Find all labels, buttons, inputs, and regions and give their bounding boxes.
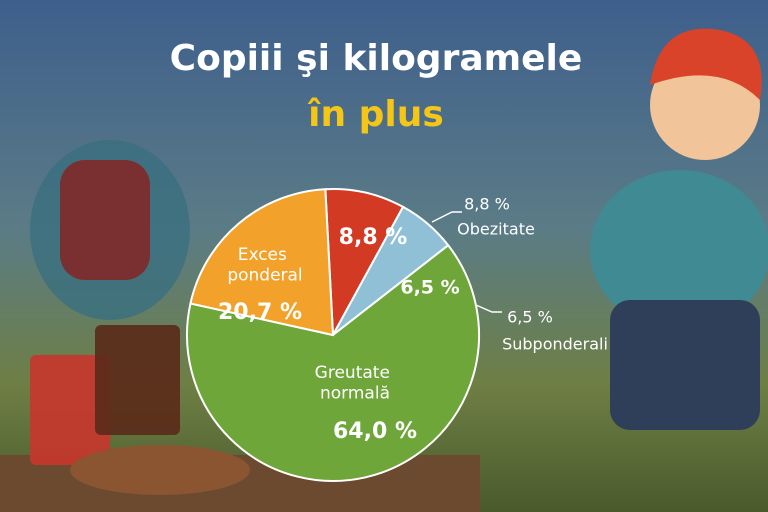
slice-value-label: 8,8 % bbox=[339, 225, 408, 250]
outside-category-label: Obezitate bbox=[457, 220, 535, 239]
title: în plus bbox=[307, 94, 444, 135]
leader-line bbox=[431, 211, 462, 223]
slice-category-label: Greutate normală bbox=[315, 363, 396, 403]
title: Copiii şi kilogramele bbox=[170, 38, 583, 79]
slice-category-label: Exces ponderal bbox=[227, 245, 302, 285]
pie-slice bbox=[324, 188, 405, 339]
outside-value-label: 6,5 % bbox=[507, 308, 553, 327]
pie-slice bbox=[189, 188, 335, 337]
backpack bbox=[60, 160, 150, 280]
drink bbox=[95, 325, 180, 435]
pie-slice bbox=[186, 243, 480, 482]
pie bbox=[186, 188, 480, 482]
figure-boy-hair bbox=[650, 28, 762, 100]
slice-value-label: 64,0 % bbox=[333, 419, 417, 444]
drink bbox=[30, 355, 110, 465]
slice-value-label: 6,5 % bbox=[400, 277, 459, 299]
figure-boy-shorts bbox=[610, 300, 760, 430]
slice-value-label: 20,7 % bbox=[218, 300, 302, 325]
figure-boy-shirt bbox=[590, 170, 768, 330]
cookies bbox=[70, 445, 250, 495]
outside-category-label: Subponderali bbox=[502, 335, 608, 354]
outside-value-label: 8,8 % bbox=[464, 195, 510, 214]
leader-line bbox=[475, 304, 502, 313]
